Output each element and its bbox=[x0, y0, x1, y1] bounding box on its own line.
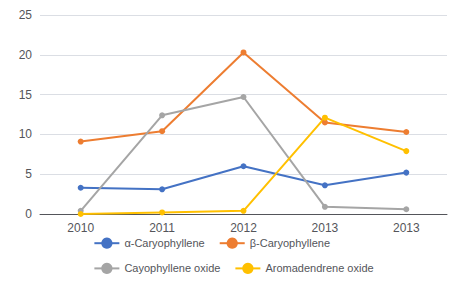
svg-text:10: 10 bbox=[19, 127, 33, 141]
svg-text:2010: 2010 bbox=[67, 221, 94, 235]
svg-text:0: 0 bbox=[25, 207, 32, 221]
svg-text:Cayophyllene oxide: Cayophyllene oxide bbox=[124, 262, 220, 274]
svg-text:β-Caryophyllene: β-Caryophyllene bbox=[250, 237, 330, 249]
svg-text:Aromadendrene oxide: Aromadendrene oxide bbox=[265, 262, 373, 274]
svg-text:15: 15 bbox=[19, 88, 33, 102]
svg-text:α-Caryophyllene: α-Caryophyllene bbox=[124, 237, 204, 249]
svg-text:2013: 2013 bbox=[393, 221, 420, 235]
svg-text:5: 5 bbox=[25, 167, 32, 181]
svg-text:2013: 2013 bbox=[312, 221, 339, 235]
svg-text:2011: 2011 bbox=[149, 221, 175, 235]
svg-text:20: 20 bbox=[19, 48, 33, 62]
svg-text:25: 25 bbox=[19, 8, 33, 22]
svg-text:2012: 2012 bbox=[230, 221, 257, 235]
